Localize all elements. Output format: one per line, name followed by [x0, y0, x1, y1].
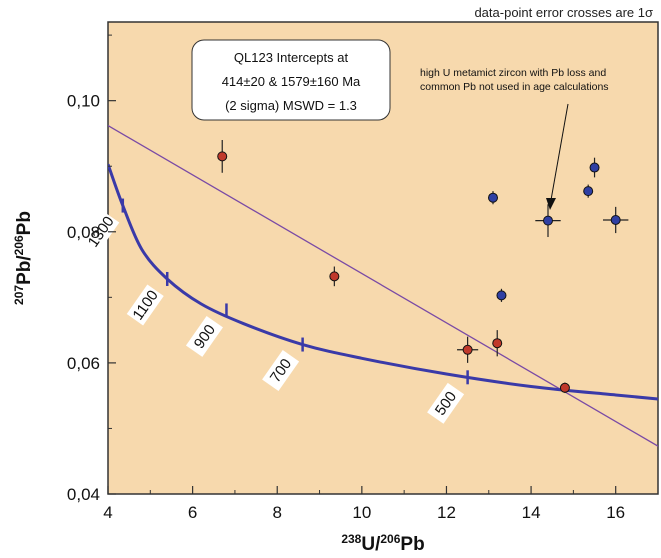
- y-axis-title-group: 207Pb/206Pb: [12, 211, 35, 305]
- intercept-text: 414±20 & 1579±160 Ma: [222, 74, 361, 89]
- data-point-blue: [488, 192, 498, 203]
- x-tick-label: 10: [352, 503, 371, 522]
- y-tick-label: 0,10: [67, 92, 100, 111]
- data-point-blue: [496, 290, 507, 301]
- data-point-blue: [589, 162, 600, 173]
- data-point-red: [492, 338, 503, 349]
- y-tick-label: 0,08: [67, 223, 100, 242]
- x-tick-label: 16: [606, 503, 625, 522]
- annotation-arrow-line: [550, 103, 569, 201]
- data-point-blue: [543, 215, 553, 226]
- y-tick-label: 0,04: [67, 485, 100, 504]
- concordia-age-label-bg: [262, 350, 300, 392]
- x-axis-title: 238U/206Pb: [341, 532, 424, 555]
- data-point-red: [217, 151, 228, 162]
- concordia-age-label-bg: [82, 211, 120, 253]
- intercept-text: (2 sigma) MSWD = 1.3: [225, 98, 357, 113]
- intercept-text: QL123 Intercepts at: [234, 50, 349, 65]
- x-tick-label: 8: [272, 503, 281, 522]
- annotation-text: common Pb not used in age calculations: [420, 81, 609, 93]
- concordia-curve: [108, 163, 658, 401]
- data-point-blue: [610, 214, 621, 225]
- data-point-red: [559, 382, 570, 393]
- data-point-blue: [583, 186, 594, 197]
- x-tick-label: 6: [188, 503, 197, 522]
- x-tick-label: 12: [437, 503, 456, 522]
- concordia-age-label-bg: [185, 315, 223, 357]
- y-axis-title: 207Pb/206Pb: [12, 211, 35, 305]
- annotation-arrowhead: [546, 198, 556, 210]
- x-tick-label: 14: [522, 503, 541, 522]
- data-point-red: [329, 271, 340, 282]
- concordia-age-label-bg: [126, 284, 164, 326]
- y-tick-label: 0,06: [67, 354, 100, 373]
- concordia-age-label-bg: [427, 382, 465, 424]
- data-point-red: [462, 344, 473, 355]
- x-tick-label: 4: [103, 503, 112, 522]
- header-note: data-point error crosses are 1σ: [474, 5, 653, 20]
- discordia-line: [108, 125, 658, 447]
- annotation-text: high U metamict zircon with Pb loss and: [420, 67, 606, 79]
- intercept-box: [191, 39, 391, 121]
- plot-content: [108, 125, 658, 447]
